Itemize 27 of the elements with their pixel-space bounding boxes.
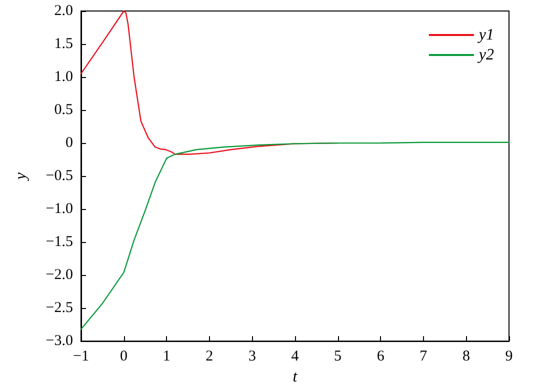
y-tick-label: 2.0	[54, 3, 73, 19]
y-tick-label: −1.0	[46, 201, 73, 218]
x-tick-label: 3	[248, 348, 256, 365]
y-tick-label: 0	[66, 135, 73, 152]
y-tick-label: 1.0	[54, 69, 73, 86]
legend-label: y1	[476, 26, 494, 44]
y-tick-label: −3.0	[46, 333, 73, 350]
x-tick-label: 6	[376, 348, 385, 365]
x-tick-label: 5	[334, 348, 342, 365]
y-tick-label: −0.5	[46, 168, 73, 184]
y-tick-label: 0.5	[54, 102, 73, 118]
x-tick-label: 0	[120, 348, 128, 365]
x-tick-label: 9	[505, 348, 513, 365]
x-tick-label: −1	[73, 348, 89, 365]
x-tick-label: 4	[291, 348, 300, 365]
y-tick-label: −2.0	[46, 267, 73, 284]
x-tick-label: 8	[462, 348, 470, 365]
y-tick-label: 1.5	[54, 36, 73, 52]
y-tick-label: −1.5	[46, 234, 73, 250]
x-tick-label: 7	[420, 348, 428, 365]
legend-label: y2	[476, 46, 494, 64]
y-axis-title: y	[12, 172, 30, 182]
y-tick-label: −2.5	[46, 300, 73, 316]
line-series	[80, 142, 510, 330]
x-axis-title: t	[292, 368, 298, 386]
x-tick-label: 2	[206, 348, 214, 365]
x-tick-label: 1	[162, 348, 170, 365]
